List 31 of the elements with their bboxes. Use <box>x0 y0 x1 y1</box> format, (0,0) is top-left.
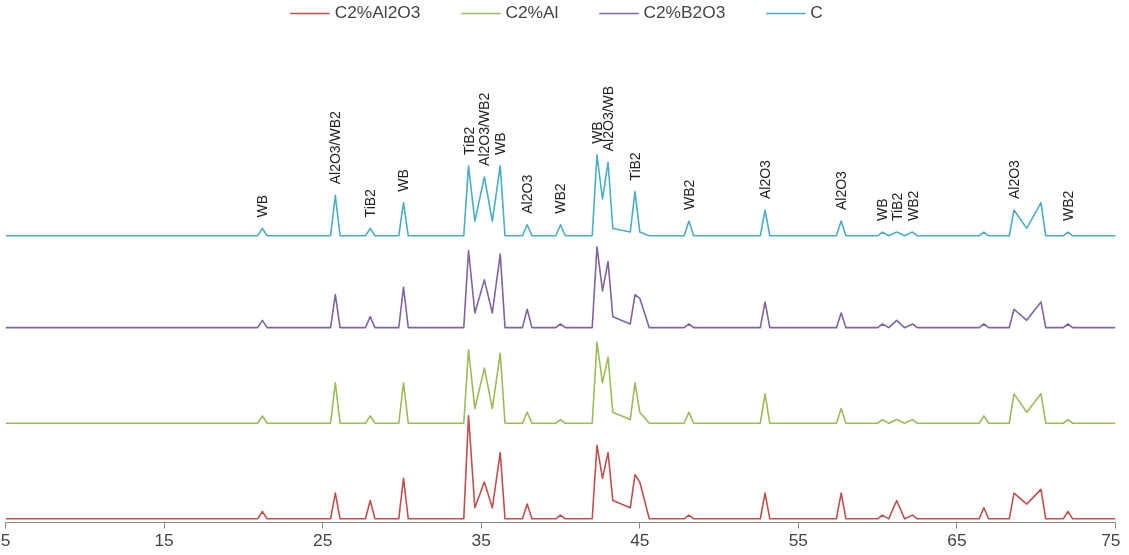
annotation: Al2O3 <box>519 174 536 214</box>
legend-label: C2%Al <box>505 2 559 23</box>
x-tick-label: 5 <box>0 529 11 550</box>
x-tick-label: 15 <box>154 529 174 550</box>
x-tick-label: 45 <box>630 529 650 550</box>
legend-label: C2%B2O3 <box>643 2 726 23</box>
annotation: WB <box>874 198 891 222</box>
annotation: TiB2 <box>627 152 644 181</box>
x-tick-label: 35 <box>471 529 491 550</box>
annotation: Al2O3 <box>757 159 774 200</box>
annotation: WB <box>395 169 412 192</box>
annotation: WB2 <box>1059 190 1076 222</box>
x-tick-label: 75 <box>1101 529 1121 550</box>
annotation: Al2O3/WB2 <box>476 92 493 166</box>
annotation: TiB2 <box>888 192 905 222</box>
annotation: WB2 <box>680 179 697 211</box>
legend-label: C2%Al2O3 <box>334 2 421 23</box>
annotation: Al2O3 <box>1006 159 1023 200</box>
x-tick-label: 25 <box>313 529 333 550</box>
legend-label: C <box>810 2 824 23</box>
annotation: Al2O3 <box>833 170 850 211</box>
annotation: WB <box>492 132 509 155</box>
x-tick-label: 55 <box>788 529 808 550</box>
annotation: WB2 <box>904 190 921 222</box>
annotation: Al2O3/WB <box>600 85 617 152</box>
x-tick-label: 65 <box>947 529 967 550</box>
annotation: TiB2 <box>460 126 477 155</box>
annotation: WB2 <box>552 183 569 214</box>
annotation: WB <box>254 194 271 218</box>
annotation: Al2O3/WB2 <box>327 110 344 185</box>
annotation: TiB2 <box>362 188 379 218</box>
